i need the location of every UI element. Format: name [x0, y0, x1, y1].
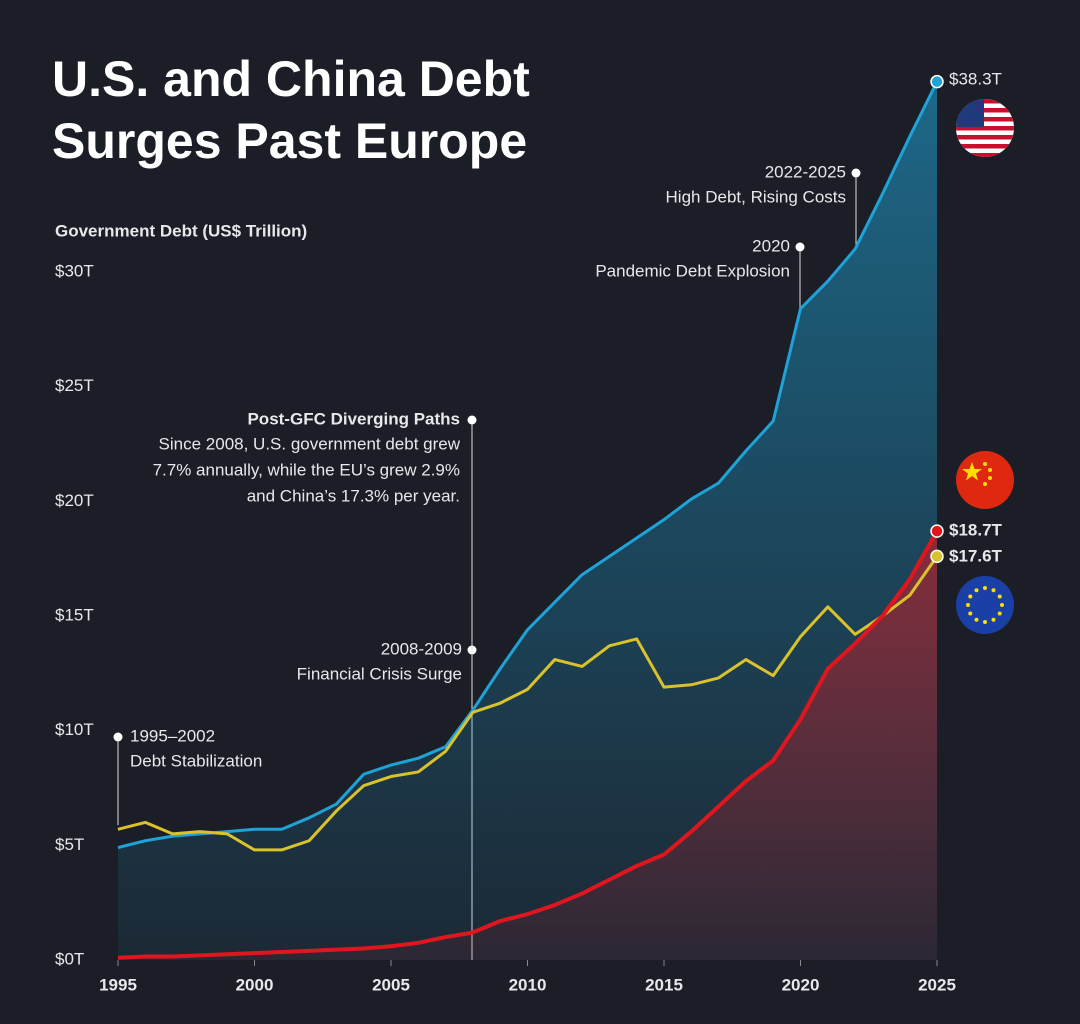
- annotation-title: 2022-2025: [765, 162, 846, 181]
- annotation-title: Post-GFC Diverging Paths: [247, 409, 460, 428]
- eu-star: [991, 617, 996, 622]
- y-tick-label: $10T: [55, 720, 94, 739]
- x-tick-label: 2000: [236, 975, 274, 994]
- eu-star: [983, 620, 987, 624]
- series-line: [117, 555, 939, 852]
- end-dot: [930, 74, 944, 89]
- annotation-text: Pandemic Debt Explosion: [595, 261, 790, 280]
- y-tick-label: $5T: [55, 835, 84, 854]
- y-tick-label: $0T: [55, 949, 84, 968]
- end-dot: [930, 549, 944, 564]
- value-label: $18.7T: [949, 520, 1003, 539]
- annotation-text: Financial Crisis Surge: [297, 664, 462, 683]
- eu-star: [997, 611, 1002, 616]
- x-tick-label: 2005: [372, 975, 410, 994]
- x-tick-label: 2010: [509, 975, 547, 994]
- annotation-text: 7.7% annually, while the EU’s grew 2.9%: [153, 460, 460, 479]
- annotation-text: High Debt, Rising Costs: [666, 187, 846, 206]
- eu-star: [991, 588, 996, 593]
- eu-star: [1000, 603, 1004, 607]
- y-tick-label: $20T: [55, 491, 94, 510]
- annotation-dot: [795, 242, 805, 252]
- annotation-title: 2020: [752, 236, 790, 255]
- end-dot: [930, 524, 944, 538]
- eu-star: [968, 611, 973, 616]
- series-line: [117, 80, 939, 850]
- us-flag: [956, 99, 1014, 157]
- chart-title: U.S. and China Debt Surges Past Europe: [52, 51, 530, 169]
- eu-star: [997, 594, 1002, 599]
- annotation-dot: [467, 415, 477, 425]
- y-axis-label: Government Debt (US$ Trillion): [55, 221, 307, 240]
- annotation-title: 1995–2002: [130, 726, 215, 745]
- value-label: $17.6T: [949, 546, 1003, 565]
- plot: $0T $5T $10T $15T $20T $25T $30T 1995 2000 2005 20…: [55, 69, 1003, 994]
- annotation-text: Debt Stabilization: [130, 751, 262, 770]
- annotation-text: Since 2008, U.S. government debt grew: [159, 434, 461, 453]
- annotation-dot: [851, 168, 861, 178]
- annotation-title: 2008-2009: [381, 639, 462, 658]
- y-tick-label: $30T: [55, 261, 94, 280]
- eu-flag: [956, 576, 1014, 634]
- eu-star: [966, 603, 970, 607]
- annotation-text: and China’s 17.3% per year.: [247, 486, 460, 505]
- eu-star: [974, 588, 979, 593]
- value-label: $38.3T: [949, 69, 1002, 88]
- eu-star: [974, 617, 979, 622]
- series-line: [117, 530, 939, 960]
- series-area: [118, 531, 937, 960]
- y-tick-label: $15T: [55, 605, 94, 624]
- x-tick-label: 2025: [918, 975, 956, 994]
- series-area: [118, 81, 937, 961]
- annotation-dot: [113, 732, 123, 742]
- x-tick-label: 2015: [645, 975, 683, 994]
- eu-star: [983, 586, 987, 590]
- eu-star: [968, 594, 973, 599]
- china-flag: [956, 451, 1014, 509]
- y-tick-label: $25T: [55, 376, 94, 395]
- x-tick-label: 1995: [99, 975, 137, 994]
- x-tick-label: 2020: [782, 975, 820, 994]
